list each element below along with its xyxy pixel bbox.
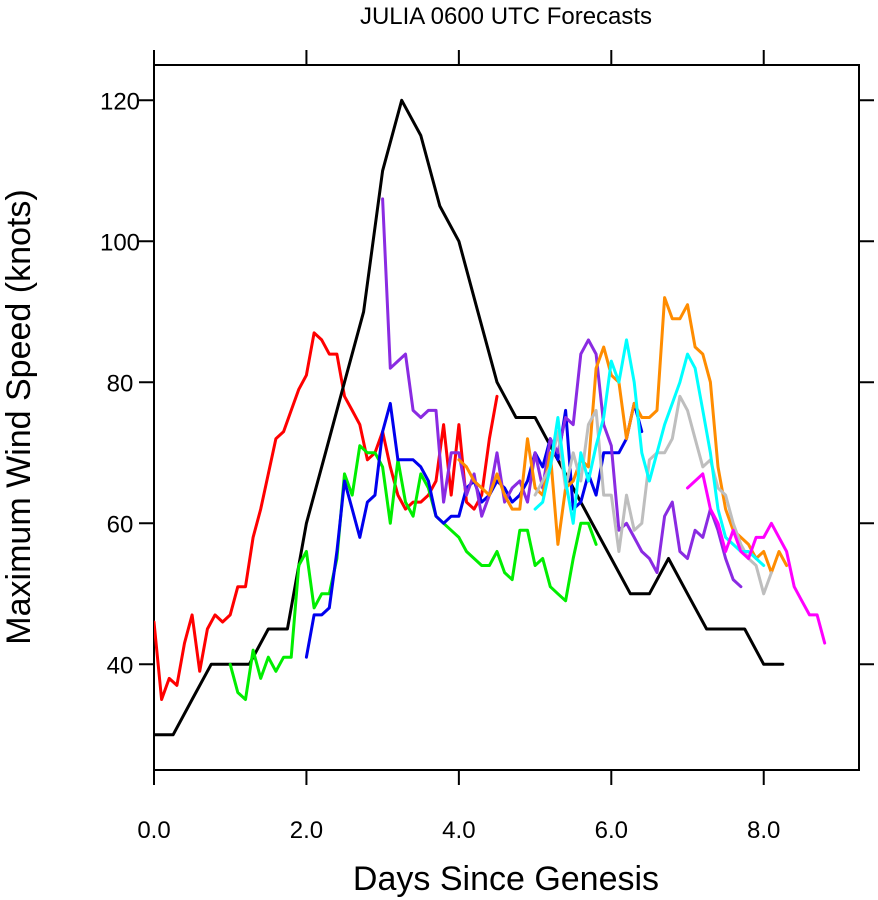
x-tick-label: 8.0 [747, 817, 780, 844]
y-tick-label: 120 [100, 88, 140, 115]
x-tick-label: 0.0 [137, 817, 170, 844]
axis-ticks [139, 50, 874, 785]
x-tick-label: 6.0 [595, 817, 628, 844]
chart-title: JULIA 0600 UTC Forecasts [360, 3, 652, 30]
y-tick-label: 80 [107, 370, 134, 397]
y-axis-label: Maximum Wind Speed (knots) [0, 189, 38, 644]
plot-frame [153, 64, 860, 771]
series-group [154, 98, 827, 737]
series-line-8 [686, 472, 827, 645]
series-line-1 [154, 98, 785, 737]
axis-tick-labels: 0.0 2.0 4.0 6.0 8.0 40 60 80 100 120 [100, 88, 780, 844]
y-tick-label: 100 [100, 229, 140, 256]
y-tick-label: 40 [107, 652, 134, 679]
x-tick-label: 4.0 [442, 817, 475, 844]
y-tick-label: 60 [107, 511, 134, 538]
series-line-2 [228, 444, 598, 701]
series-line-5 [457, 296, 789, 575]
series-line-0 [154, 331, 499, 701]
x-tick-label: 2.0 [290, 817, 323, 844]
series-line-4 [381, 197, 743, 589]
x-axis-label: Days Since Genesis [353, 860, 659, 898]
series-line-6 [533, 394, 773, 596]
series-line-7 [533, 338, 766, 567]
